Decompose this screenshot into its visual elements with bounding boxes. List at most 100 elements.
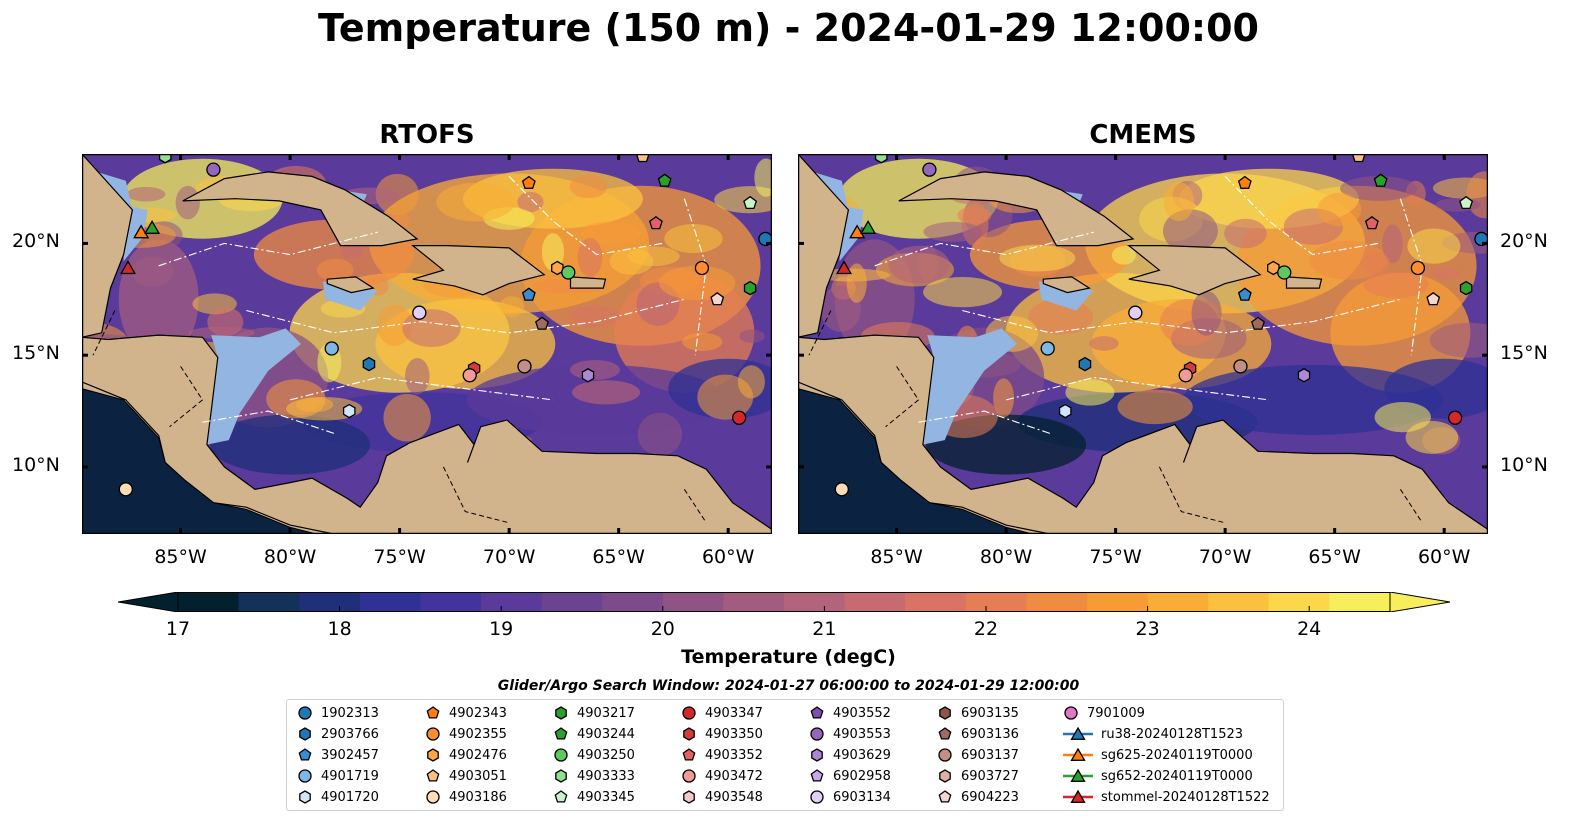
hexagon-marker-icon [939,769,951,783]
legend-label: 4903347 [705,705,763,721]
hexagon-marker-icon [683,727,695,741]
float-marker [581,368,595,383]
pentagon-marker-icon [298,748,312,761]
float-marker [1178,368,1193,383]
legend-label: 4903350 [705,726,763,742]
float-marker [1364,215,1379,230]
y-tick-label-right: 20°N [1500,230,1548,253]
legend-entry: 4903548 [681,787,763,807]
float-marker [860,219,877,234]
pentagon-marker-icon [554,790,568,803]
x-tick-label: 65°W [592,546,645,568]
x-tick-label: 80°W [979,546,1033,568]
hexagon-marker-icon [939,706,951,720]
hexagon-marker-icon [299,790,311,804]
map-canvas-cmems [798,154,1488,534]
hexagon-marker-icon [427,748,439,762]
panel-title-rtofs: RTOFS [379,120,475,150]
pentagon-marker-icon [938,727,952,740]
legend-label: 4901720 [321,789,379,805]
hexagon-marker-icon [683,790,695,804]
pentagon-marker-icon [554,727,568,740]
circle-marker-icon [810,790,824,804]
float-marker [657,173,672,187]
float-marker [118,482,133,497]
float-marker [521,175,536,189]
legend-entry: 4902343 [425,703,507,723]
legend-entry: sg652-20240119T0000 [1063,766,1253,786]
float-marker [635,154,650,163]
float-marker [521,287,536,301]
legend-label: 4902355 [449,726,507,742]
float-marker [119,260,137,275]
colorbar-tick-label: 21 [812,618,837,640]
legend-label: sg625-20240119T0000 [1101,747,1253,763]
legend-label: 4903244 [577,726,635,742]
float-marker [1447,410,1463,425]
colorbar-tick-label: 18 [327,618,352,640]
y-tick-label-left: 20°N [12,230,60,253]
float-marker [1251,316,1265,330]
legend-entry: 4903472 [681,766,763,786]
float-marker [517,359,532,374]
legend-entry: 4902355 [425,724,507,744]
legend-entry: 4901720 [297,787,379,807]
colorbar-tick-label: 19 [489,618,514,640]
legend-entry: 4903333 [553,766,635,786]
float-marker [835,260,853,275]
legend-label: 4903051 [449,768,507,784]
legend-label: 1902313 [321,705,379,721]
legend-label: 6903135 [961,705,1019,721]
line-triangle-marker-icon [1063,747,1093,761]
legend-label: 4903333 [577,768,635,784]
legend-entry: 4903347 [681,703,763,723]
pentagon-marker-icon [810,769,824,782]
legend-entry: 4903553 [809,724,891,744]
legend-entry: 4903186 [425,787,507,807]
x-tick-label: 75°W [373,546,426,568]
float-marker [535,316,549,330]
float-marker [362,356,376,372]
hexagon-marker-icon [555,769,567,783]
x-tick-label: 85°W [870,546,923,568]
circle-marker-icon [426,790,440,804]
x-tick-label: 80°W [263,546,317,568]
float-marker [324,341,339,356]
circle-marker-icon [554,748,568,762]
float-marker [1459,280,1473,296]
float-marker [412,305,427,320]
legend-entry: 1902313 [297,703,379,723]
x-tick-label: 65°W [1308,546,1361,568]
legend-entry: stommel-20240128T1522 [1063,787,1270,807]
legend-label: stommel-20240128T1522 [1101,789,1270,805]
legend-label: 4902476 [449,747,507,763]
float-marker [834,482,849,497]
legend-entry: 6903135 [937,703,1019,723]
pentagon-marker-icon [810,706,824,719]
search-window-text: Glider/Argo Search Window: 2024-01-27 06… [497,678,1080,694]
legend-entry: 4902476 [425,745,507,765]
legend-label: 4903472 [705,768,763,784]
y-tick-label-left: 15°N [12,342,60,365]
x-tick-label: 60°W [701,546,755,568]
legend-label: 7901009 [1087,705,1145,721]
hexagon-marker-icon [299,727,311,741]
legend-label: ru38-20240128T1523 [1101,726,1244,742]
legend-label: 4903553 [833,726,891,742]
legend-label: 6903134 [833,789,891,805]
circle-marker-icon [1064,706,1078,720]
float-marker [462,368,477,383]
colorbar [118,592,1450,612]
float-marker [1373,173,1388,187]
legend-label: 6903137 [961,747,1019,763]
float-marker [1237,287,1252,301]
legend-entry: 2903766 [297,724,379,744]
line-triangle-marker-icon [1063,789,1093,803]
x-tick-label: 70°W [482,546,536,568]
pentagon-marker-icon [938,790,952,803]
legend-entry: 4903217 [553,703,635,723]
legend-entry: 6902958 [809,766,891,786]
legend-entry: 4903250 [553,745,635,765]
x-tick-label: 75°W [1089,546,1142,568]
float-marker [1410,260,1426,276]
